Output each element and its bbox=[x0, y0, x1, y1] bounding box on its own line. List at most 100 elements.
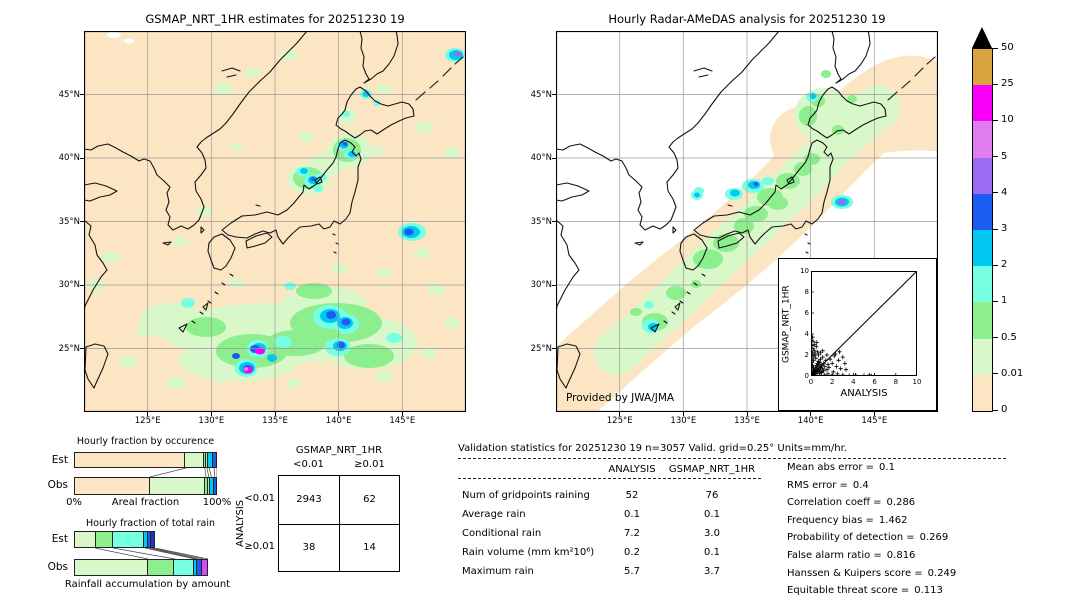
bar-segment bbox=[205, 478, 208, 494]
bar-segment bbox=[210, 478, 214, 494]
occurrence-x0: 0% bbox=[66, 497, 82, 508]
right-map-lat-tick: 30°N bbox=[530, 280, 552, 290]
left-map-lon-tickmark bbox=[210, 412, 212, 416]
bar-segment bbox=[206, 453, 209, 467]
one-to-one-line bbox=[811, 271, 917, 376]
bar-segment bbox=[207, 478, 211, 494]
left-map-lon-tickmark bbox=[274, 412, 276, 416]
colorbar-segment bbox=[973, 121, 992, 158]
right-map-lon-tickmark bbox=[873, 412, 875, 416]
occurrence-chart-title: Hourly fraction by occurence bbox=[76, 436, 215, 447]
colorbar-tickmark bbox=[993, 337, 998, 339]
left-map-lat-tickmark bbox=[80, 284, 84, 286]
left-map-lat-tick: 45°N bbox=[58, 89, 80, 100]
colorbar-tick-label: 0.5 bbox=[1001, 331, 1017, 343]
stats-divider-header bbox=[458, 478, 761, 479]
contingency-col-label-lt: <0.01 bbox=[293, 459, 324, 470]
bar-segment bbox=[148, 532, 152, 547]
stats-metric: Frequency bias = 1.462 bbox=[787, 514, 908, 526]
right-map-lat-tickmark bbox=[552, 348, 556, 349]
contingency-table: 2943 62 38 14 bbox=[278, 475, 400, 572]
right-map-lat-tick: 25°N bbox=[530, 343, 552, 354]
right-map-lon-tick: 125°E bbox=[606, 416, 633, 426]
inset-y-tick: 8 bbox=[804, 288, 809, 296]
bar-segment bbox=[75, 453, 186, 467]
snow-specks bbox=[107, 32, 134, 44]
colorbar-tickmark bbox=[993, 409, 998, 411]
left-map-canvas bbox=[83, 30, 467, 413]
left-map-lat-tickmark bbox=[80, 157, 84, 159]
left-map-lat-tick: 35°N bbox=[58, 216, 80, 227]
left-map-lon-tickmark bbox=[147, 412, 149, 416]
inset-y-tick: 4 bbox=[804, 330, 809, 338]
stats-gsmap-value: 3.7 bbox=[704, 566, 720, 577]
bar-segment bbox=[95, 532, 114, 547]
contingency-cell-11: 14 bbox=[339, 523, 399, 571]
contingency-cell-01: 62 bbox=[339, 476, 399, 524]
stats-row-label: Maximum rain bbox=[462, 566, 534, 577]
right-map-lat-tick: 45°N bbox=[530, 89, 552, 100]
left-map-lat-tickmark bbox=[80, 221, 84, 222]
colorbar-tickmark bbox=[993, 228, 998, 230]
contingency-row-label-lt: <0.01 bbox=[244, 493, 275, 504]
bar-segment bbox=[213, 478, 216, 494]
inset-y-tick: 0 bbox=[804, 372, 809, 380]
bar-segment bbox=[197, 560, 203, 575]
inset-x-tick: 2 bbox=[829, 378, 835, 386]
stats-analysis-value: 0.1 bbox=[624, 509, 640, 520]
rain-purple-core bbox=[454, 51, 462, 57]
colorbar-tick-label: 1 bbox=[1001, 295, 1008, 307]
inset-x-tick: 10 bbox=[912, 378, 922, 386]
contingency-row-label-ge: ≥0.01 bbox=[244, 541, 275, 552]
colorbar-tickmark bbox=[993, 373, 998, 375]
inset-x-tick: 6 bbox=[872, 378, 877, 386]
bar-segment bbox=[75, 478, 150, 494]
totalrain-obs-label: Obs bbox=[47, 561, 68, 573]
occurrence-connectors bbox=[149, 468, 217, 477]
stats-row-label: Conditional rain bbox=[462, 528, 542, 539]
stats-divider-top bbox=[458, 458, 1006, 459]
contingency-row-title: ANALYSIS bbox=[235, 499, 246, 548]
left-map bbox=[83, 30, 467, 413]
colorbar-tickmark bbox=[993, 47, 998, 49]
stats-title: Validation statistics for 20251230 19 n=… bbox=[458, 443, 847, 454]
colorbar-segment bbox=[973, 229, 992, 267]
occurrence-est-label: Est bbox=[51, 454, 68, 466]
stats-metric: Equitable threat score = 0.113 bbox=[787, 585, 943, 597]
colorbar-tickmark bbox=[993, 192, 998, 194]
right-map-lon-tickmark bbox=[682, 412, 684, 416]
stats-col-gsmap: GSMAP_NRT_1HR bbox=[668, 464, 756, 475]
colorbar-tick-label: 2 bbox=[1001, 259, 1008, 271]
inset-y-tick: 2 bbox=[804, 351, 809, 359]
right-map-lon-tick: 135°E bbox=[734, 416, 760, 426]
bar-segment bbox=[213, 453, 216, 467]
totalrain-est-label: Est bbox=[51, 533, 68, 545]
colorbar-segment bbox=[973, 85, 992, 122]
stats-analysis-value: 0.2 bbox=[624, 547, 640, 558]
stats-row-label: Num of gridpoints raining bbox=[462, 490, 590, 501]
colorbar bbox=[972, 27, 1042, 427]
stats-analysis-value: 5.7 bbox=[624, 566, 640, 577]
bar-segment bbox=[151, 532, 155, 547]
left-map-lon-tick: 145°E bbox=[389, 416, 416, 426]
bar-segment bbox=[202, 560, 207, 575]
right-map-title: Hourly Radar-AMeDAS analysis for 2025123… bbox=[608, 12, 886, 26]
colorbar-scale bbox=[972, 48, 993, 412]
colorbar-tick-label: 5 bbox=[1001, 150, 1008, 162]
stats-metric: RMS error = 0.4 bbox=[787, 479, 869, 491]
left-map-lon-tickmark bbox=[338, 412, 340, 416]
right-map-lon-tick: 145°E bbox=[861, 416, 888, 426]
occurrence-xlabel: Areal fraction bbox=[111, 497, 180, 508]
totalrain-obs-bar bbox=[74, 559, 208, 576]
stats-gsmap-value: 0.1 bbox=[704, 547, 720, 558]
stats-gsmap-value: 76 bbox=[705, 490, 719, 501]
bar-segment bbox=[144, 532, 149, 547]
left-map-lon-tick: 130°E bbox=[198, 416, 225, 426]
left-map-lat-tickmark bbox=[80, 348, 84, 349]
left-map-lon-tick: 125°E bbox=[134, 416, 161, 426]
left-map-title: GSMAP_NRT_1HR estimates for 20251230 19 bbox=[145, 12, 405, 26]
left-map-lon-tickmark bbox=[401, 412, 403, 416]
inset-ylabel: GSMAP_NRT_1HR bbox=[781, 285, 792, 364]
stats-metric: Mean abs error = 0.1 bbox=[787, 462, 895, 473]
bar-segment bbox=[149, 478, 206, 494]
